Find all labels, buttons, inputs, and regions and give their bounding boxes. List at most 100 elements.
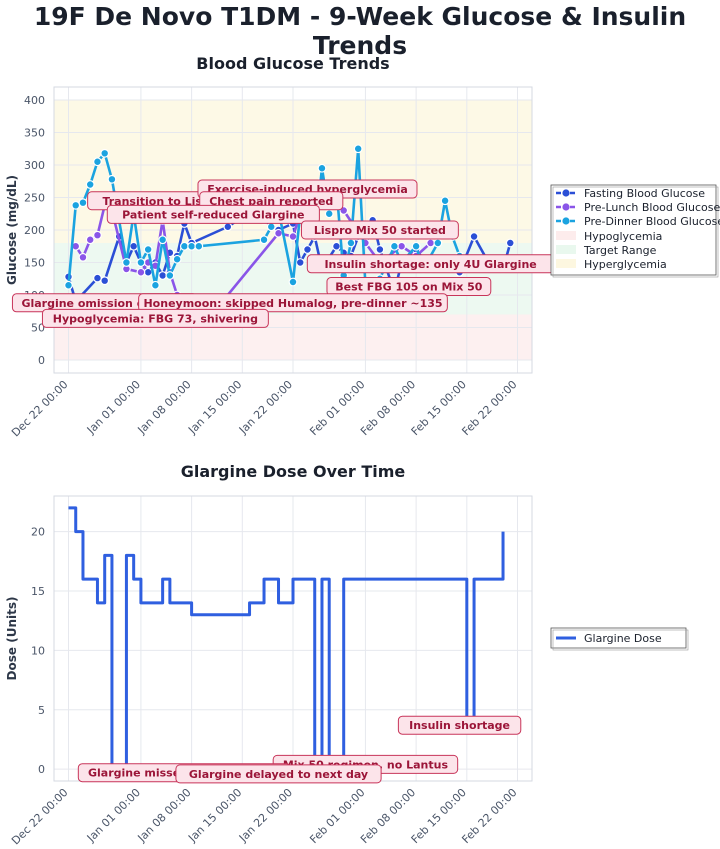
- data-point: [93, 230, 102, 240]
- data-point: [158, 235, 168, 245]
- annotation-box: [300, 220, 459, 240]
- annotation-label: Transition to Lispro: [102, 195, 223, 208]
- y-tick-label: 0: [38, 763, 45, 776]
- data-point: [143, 245, 153, 254]
- data-point: [143, 267, 153, 277]
- data-point: [259, 235, 269, 245]
- y-axis-label: Dose (Units): [5, 597, 19, 681]
- data-point: [100, 276, 110, 286]
- x-tick-label: Jan 08 00:00: [135, 378, 194, 437]
- data-point: [64, 280, 73, 290]
- data-point: [172, 254, 182, 264]
- data-point: [469, 232, 479, 241]
- data-point: [187, 241, 197, 251]
- plot-frame: [53, 86, 533, 374]
- annotation-label: Honeymoon: skipped Humalog, pre-dinner ~…: [143, 297, 442, 310]
- data-point: [332, 241, 341, 251]
- y-axis-label: Glucose (mg/dL): [5, 175, 19, 285]
- data-point: [288, 232, 298, 241]
- x-tick-label: Jan 15 00:00: [185, 786, 244, 845]
- x-tick-label: Jan 15 00:00: [185, 378, 244, 437]
- data-point: [433, 238, 443, 248]
- x-tick-label: Jan 01 00:00: [84, 378, 143, 437]
- data-point: [165, 271, 175, 280]
- data-point: [426, 238, 436, 248]
- annotation-box: [106, 204, 320, 224]
- data-point: [107, 174, 117, 184]
- y-tick-label: 250: [24, 192, 45, 205]
- data-point: [136, 258, 146, 267]
- x-tick-label: Dec 22 00:00: [9, 378, 71, 440]
- legend-label: Glargine Dose: [584, 632, 662, 645]
- data-point: [122, 258, 131, 267]
- y-tick-label: 5: [38, 704, 45, 717]
- legend-swatch: [556, 259, 576, 268]
- y-tick-label: 20: [31, 526, 45, 539]
- data-point: [346, 238, 356, 248]
- data-point: [129, 241, 139, 251]
- legend-shadow: [552, 629, 689, 651]
- legend-marker: [562, 189, 570, 197]
- y-tick-label: 0: [38, 354, 45, 367]
- y-tick-label: 350: [24, 127, 45, 140]
- legend-label: Pre-Dinner Blood Glucose: [584, 215, 720, 228]
- x-tick-label: Jan 08 00:00: [135, 786, 194, 845]
- data-point: [288, 277, 298, 287]
- annotation-label: Chest pain reported: [209, 195, 333, 208]
- data-point: [223, 222, 233, 232]
- annotation-label: Hypoglycemia: FBG 73, shivering: [53, 312, 258, 325]
- annotation-box: [397, 715, 522, 735]
- y-tick-label: 15: [31, 585, 45, 598]
- data-point: [303, 245, 312, 254]
- legend-label: Target Range: [583, 244, 657, 257]
- data-point: [324, 209, 334, 219]
- data-point: [440, 196, 450, 206]
- x-tick-label: Dec 22 00:00: [9, 786, 71, 848]
- data-point: [295, 258, 305, 267]
- legend-swatch: [556, 245, 576, 254]
- annotation-label: Best FBG 105 on Mix 50: [335, 281, 483, 294]
- data-point: [85, 235, 95, 245]
- data-point: [158, 271, 168, 280]
- y-tick-label: 400: [24, 94, 45, 107]
- data-point: [71, 200, 81, 210]
- legend-label: Pre-Lunch Blood Glucose: [584, 201, 720, 214]
- data-point: [353, 144, 363, 154]
- x-tick-label: Jan 01 00:00: [84, 786, 143, 845]
- y-tick-label: 150: [24, 257, 45, 270]
- data-point: [266, 222, 276, 232]
- legend-label: Hyperglycemia: [584, 258, 667, 271]
- data-point: [179, 241, 189, 251]
- data-point: [93, 157, 102, 167]
- legend-glargine: Glargine Dose: [550, 627, 689, 651]
- legend-marker: [562, 203, 570, 211]
- legend-label: Fasting Blood Glucose: [584, 187, 705, 200]
- data-point: [389, 241, 399, 251]
- data-point: [78, 198, 88, 208]
- legend-label: Hypoglycemia: [584, 230, 662, 243]
- data-point: [100, 148, 110, 158]
- legend-frame: [550, 627, 687, 649]
- annotation-label: Glargine delayed to next day: [189, 768, 368, 781]
- data-point: [194, 241, 204, 251]
- legend-swatch: [556, 231, 576, 240]
- data-point: [150, 280, 160, 290]
- data-point: [317, 163, 327, 173]
- annotation-box: [175, 764, 382, 784]
- data-point: [93, 273, 102, 283]
- legend-shadow: [552, 186, 719, 278]
- data-point: [505, 238, 515, 248]
- data-point: [397, 241, 407, 251]
- y-tick-label: 200: [24, 224, 45, 237]
- y-tick-label: 300: [24, 159, 45, 172]
- annotation-box: [41, 308, 269, 328]
- x-tick-label: Jan 22 00:00: [236, 786, 295, 845]
- chart-1: 050100150200250300350400Dec 22 00:00Jan …: [5, 86, 555, 440]
- legend-frame: [550, 184, 717, 276]
- data-point: [411, 241, 421, 251]
- y-tick-label: 50: [31, 322, 45, 335]
- annotation-label: Insulin shortage: only 4U Glargine: [324, 258, 536, 271]
- chart1-title: Blood Glucose Trends: [196, 54, 390, 73]
